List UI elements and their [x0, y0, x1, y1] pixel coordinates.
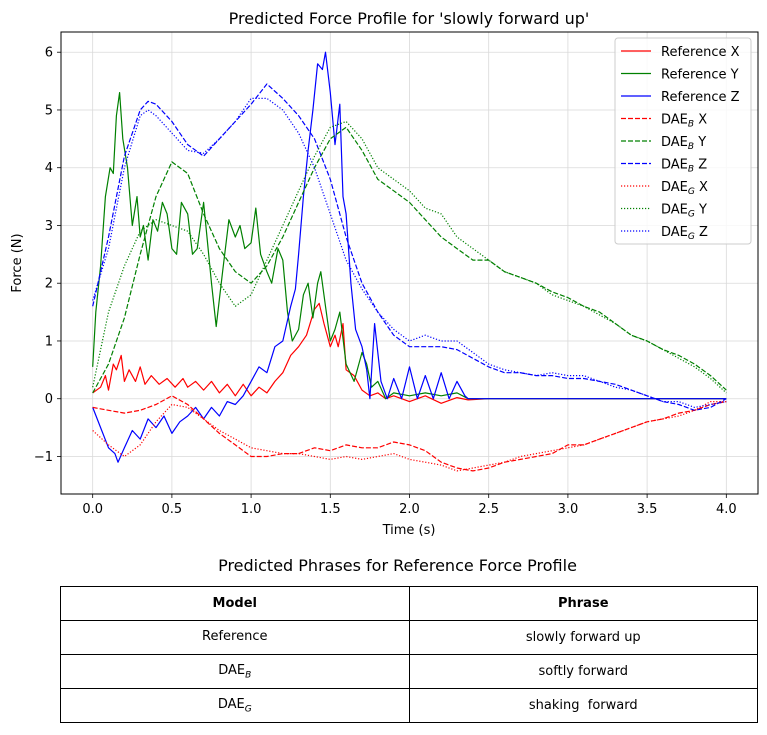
x-tick-label: 4.0 — [716, 502, 737, 517]
legend-label: DAEG X — [661, 180, 708, 197]
legend-label: DAEB Y — [661, 135, 706, 152]
table-header-row: Model Phrase — [60, 586, 758, 621]
legend-label: DAEB X — [661, 113, 707, 130]
legend-label: DAEG Y — [661, 203, 707, 220]
y-tick-label: 3 — [45, 219, 53, 234]
header-model: Model — [60, 586, 410, 621]
model-cell: Reference — [60, 620, 410, 655]
y-tick-label: 1 — [45, 334, 53, 349]
y-axis-label: Force (N) — [10, 233, 25, 292]
header-phrase: Phrase — [408, 586, 758, 621]
legend-box — [614, 37, 752, 245]
model-cell: DAEB — [60, 654, 410, 689]
phrase-table: Model Phrase Reference slowly forward up… — [60, 586, 758, 723]
axis-ticks: 0.0 0.5 1.0 1.5 2.0 2.5 3.0 3.5 4.0 −1 0 1 2 3 4 5 6 — [34, 46, 737, 517]
table-row: Reference slowly forward up — [60, 620, 758, 655]
series-line-reference-x — [92, 302, 727, 404]
phrase-cell: shaking forward — [408, 688, 758, 723]
y-tick-label: 5 — [45, 103, 53, 118]
x-tick-label: 2.5 — [478, 502, 499, 517]
series-line-reference-y — [92, 92, 727, 400]
x-tick-label: 1.5 — [320, 502, 341, 517]
legend: Reference X Reference Y Reference Z DAEB X D… — [614, 37, 752, 245]
phrase-cell: softly forward — [408, 654, 758, 689]
table-row: DAEB softly forward — [60, 654, 758, 689]
force-profile-chart: Predicted Force Profile for 'slowly forw… — [10, 9, 759, 538]
y-tick-label: 4 — [45, 161, 53, 176]
x-axis-label: Time (s) — [382, 523, 436, 538]
y-tick-label: 6 — [45, 46, 53, 61]
table-row: DAEG shaking forward — [60, 688, 758, 723]
chart-title: Predicted Force Profile for 'slowly forw… — [229, 9, 590, 28]
series-line-dae-b-y — [92, 126, 727, 394]
model-cell: DAEG — [60, 688, 410, 723]
legend-label: DAEB Z — [661, 158, 707, 175]
legend-label: Reference Y — [661, 68, 739, 83]
x-tick-label: 0.5 — [162, 502, 183, 517]
y-tick-label: 0 — [45, 392, 53, 407]
legend-label: Reference X — [661, 45, 740, 60]
series-line-dae-g-x — [92, 401, 727, 472]
series-lines — [92, 51, 727, 472]
table-title: Predicted Phrases for Reference Force Pr… — [218, 556, 577, 575]
legend-label: DAEG Z — [661, 225, 708, 242]
x-tick-label: 3.5 — [637, 502, 658, 517]
phrase-cell: slowly forward up — [408, 620, 758, 655]
x-tick-label: 2.0 — [399, 502, 420, 517]
x-tick-label: 1.0 — [241, 502, 262, 517]
series-line-reference-z — [92, 51, 727, 463]
x-tick-label: 0.0 — [82, 502, 103, 517]
series-line-dae-g-z — [92, 97, 727, 408]
y-tick-label: −1 — [34, 450, 53, 465]
legend-label: Reference Z — [661, 90, 740, 105]
y-tick-label: 2 — [45, 277, 53, 292]
series-line-dae-b-z — [92, 83, 727, 411]
x-tick-label: 3.0 — [558, 502, 579, 517]
